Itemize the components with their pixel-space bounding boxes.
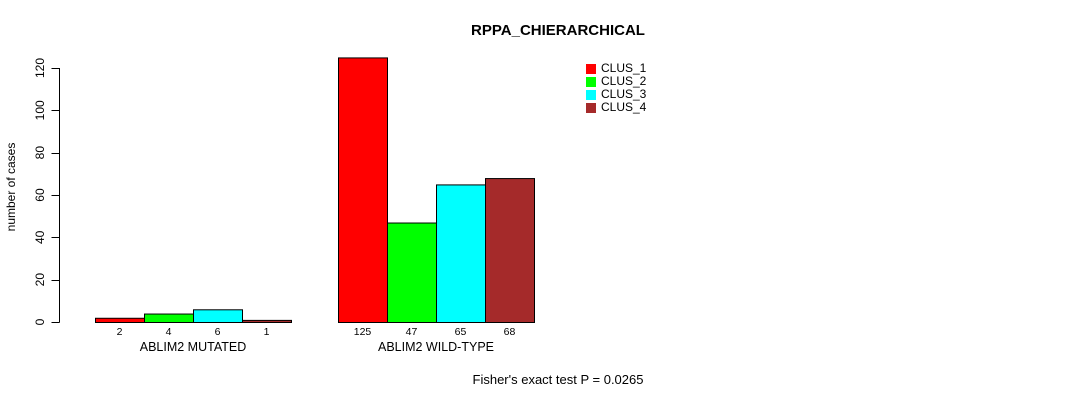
bar-value-label: 68: [504, 326, 516, 338]
legend-swatch-clus_4: [586, 102, 596, 113]
bar-value-label: 65: [455, 326, 467, 338]
bar-ablim2-wild-type-clus_2: [387, 222, 437, 323]
bar-value-label: 125: [354, 326, 372, 338]
bar-value-label: 6: [215, 326, 221, 338]
bar-ablim2-mutated-clus_4: [242, 319, 292, 323]
bar-ablim2-wild-type-clus_1: [338, 57, 388, 324]
legend-row-clus_4: CLUS_4: [586, 101, 646, 114]
y-axis-tick-label: 40: [33, 230, 47, 244]
legend-swatch-clus_2: [586, 76, 596, 87]
y-axis-tick-label: 100: [33, 100, 47, 120]
bar-value-label: 2: [117, 326, 123, 338]
group-label-ablim2-wild-type: ABLIM2 WILD-TYPE: [378, 340, 494, 354]
bar-ablim2-wild-type-clus_3: [436, 184, 486, 323]
legend: CLUS_1 CLUS_2 CLUS_3 CLUS_4: [586, 62, 646, 114]
legend-label: CLUS_1: [601, 61, 647, 75]
legend-row-clus_1: CLUS_1: [586, 62, 646, 75]
legend-row-clus_2: CLUS_2: [586, 75, 646, 88]
legend-label: CLUS_3: [601, 87, 647, 101]
group-label-ablim2-mutated: ABLIM2 MUTATED: [140, 340, 247, 354]
legend-label: CLUS_2: [601, 74, 647, 88]
bar-ablim2-mutated-clus_3: [193, 309, 243, 323]
legend-swatch-clus_1: [586, 63, 596, 74]
y-axis-tick-label: 60: [33, 188, 47, 202]
y-axis-tick-label: 20: [33, 273, 47, 287]
bar-value-label: 4: [166, 326, 172, 338]
chart-title: RPPA_CHIERARCHICAL: [471, 22, 645, 39]
bar-value-label: 1: [264, 326, 270, 338]
bar-value-label: 47: [406, 326, 418, 338]
y-axis-tick-label: 0: [33, 318, 47, 325]
bar-ablim2-wild-type-clus_4: [485, 178, 535, 323]
bar-ablim2-mutated-clus_1: [95, 317, 145, 323]
legend-row-clus_3: CLUS_3: [586, 88, 646, 101]
legend-swatch-clus_3: [586, 89, 596, 100]
y-axis-tick-label: 120: [33, 58, 47, 78]
fisher-test-annotation: Fisher's exact test P = 0.0265: [472, 372, 644, 387]
legend-label: CLUS_4: [601, 100, 647, 114]
bar-ablim2-mutated-clus_2: [144, 313, 194, 323]
y-axis-tick-label: 80: [33, 146, 47, 160]
